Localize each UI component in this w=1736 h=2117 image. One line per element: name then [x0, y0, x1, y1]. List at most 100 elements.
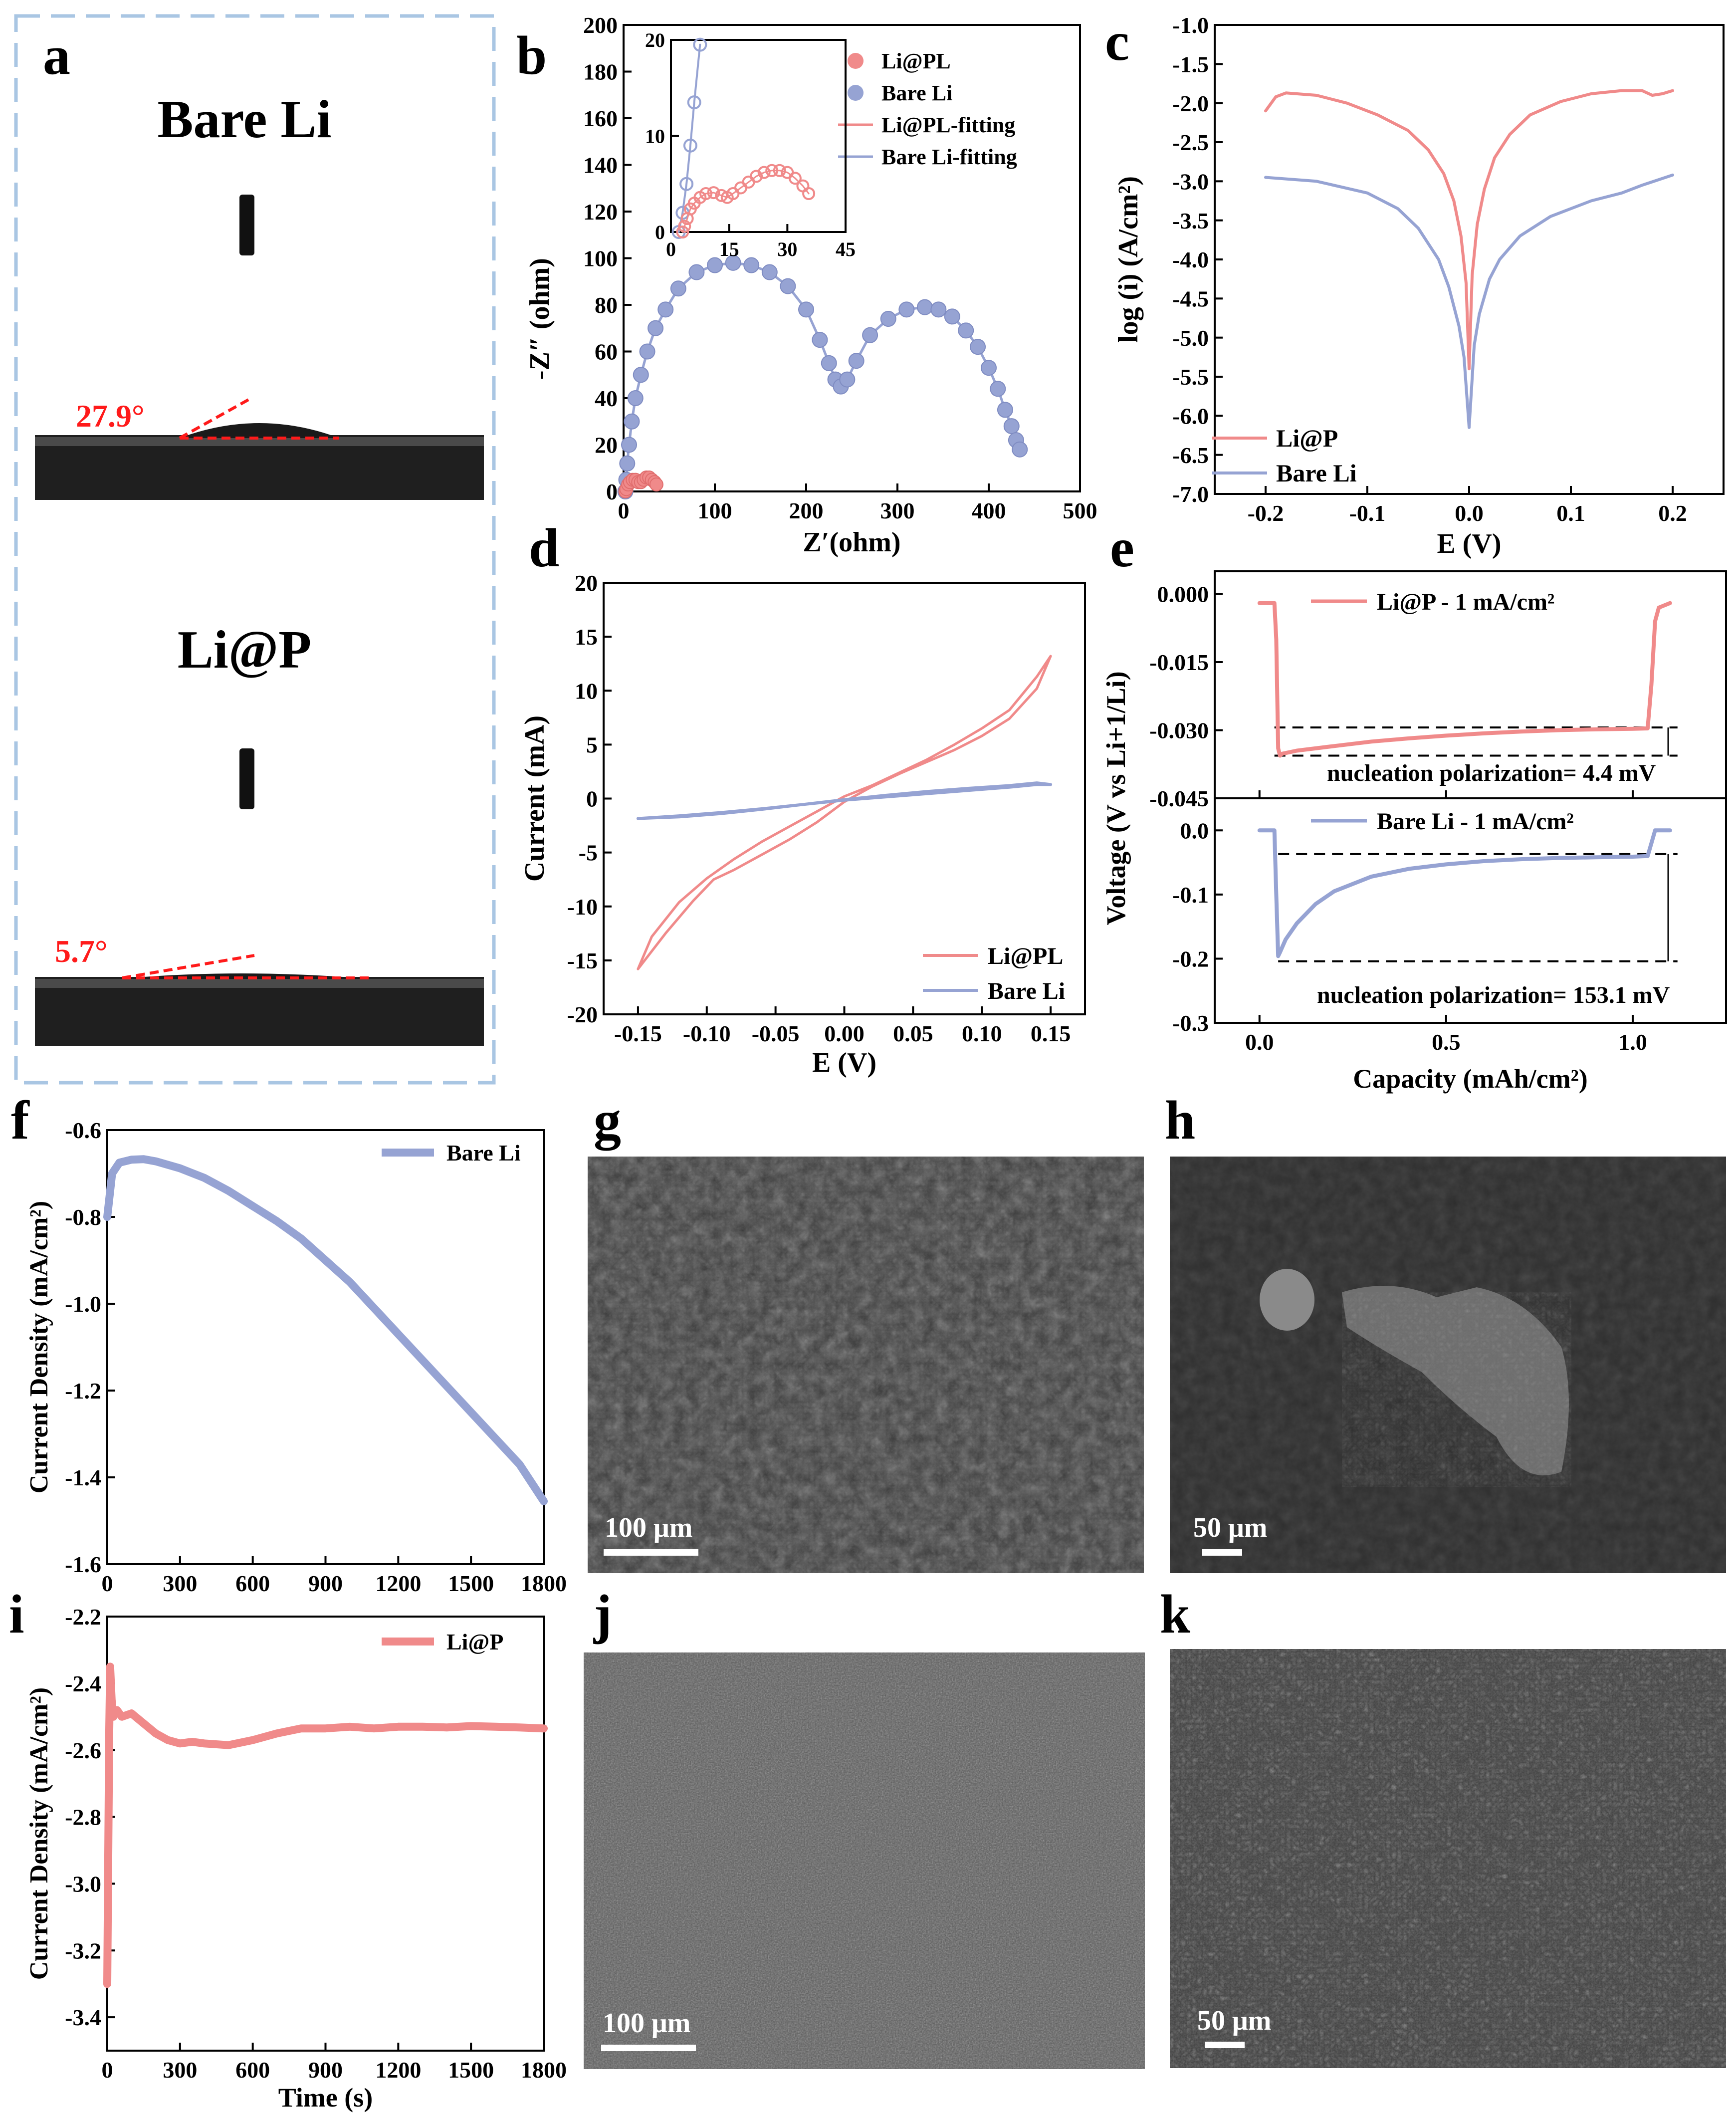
chart-i-ylabel: Current Density (mA/cm²)	[25, 1687, 53, 1980]
chart-c-ytick-label: -7.0	[1172, 481, 1209, 507]
chart-c-xtick-label: 0.2	[1658, 500, 1687, 526]
chart-d-xtick-label: -0.15	[614, 1021, 662, 1046]
chart-b-ytick-label: 180	[583, 59, 618, 85]
chart-f-xtick-label: 600	[235, 1571, 270, 1596]
chart-d-legend-label: Li@PL	[988, 943, 1063, 969]
lip-substrate	[35, 977, 484, 1046]
chart-b-bare-point	[848, 353, 865, 369]
chart-f-ytick-label: -1.4	[65, 1465, 101, 1490]
chart-d-ytick-label: -15	[567, 948, 598, 973]
chart-c-tafel: -0.2 -0.1 0.0 0.1 0.2 -1.0 -1.5 -2.0 -2.5 -3.0 -3.…	[1113, 12, 1725, 559]
chart-b-inset-lip-point	[707, 186, 720, 200]
panel-label-g: g	[594, 1090, 621, 1151]
chart-e-top-lip-line	[1257, 601, 1672, 758]
chart-d-xtick-label: 0.15	[1031, 1021, 1071, 1046]
sem-h: 50 μm	[1170, 1157, 1726, 1573]
chart-c-ytick-label: -1.0	[1172, 12, 1209, 38]
chart-i-xtick-label: 900	[308, 2057, 343, 2083]
chart-b-ytick-label: 120	[583, 199, 618, 225]
panel-label-j: j	[593, 1584, 612, 1645]
chart-b-inset-lip-point	[750, 170, 763, 183]
chart-e-top-ytick-label: -0.015	[1149, 650, 1209, 675]
chart-b-bare-point	[798, 301, 814, 318]
panel-label-i: i	[9, 1584, 24, 1645]
chart-e-top-annotation: nucleation polarization= 4.4 mV	[1327, 760, 1656, 786]
chart-b-inset-lip-point	[676, 226, 689, 238]
chart-c-ytick-label: -2.5	[1172, 130, 1209, 155]
chart-b-bare-point	[958, 322, 974, 339]
bare-li-title: Bare Li	[158, 90, 332, 149]
chart-f-xtick-label: 1200	[375, 1571, 421, 1596]
chart-i-xtick-label: 1800	[521, 2057, 567, 2083]
chart-i-xtick-label: 1200	[375, 2057, 421, 2083]
chart-b-inset-lip-point	[765, 164, 779, 177]
chart-b-ylabel: -Z″ (ohm)	[524, 258, 555, 380]
chart-f-axes-frame	[106, 1129, 545, 1565]
chart-b-inset-lip-point	[699, 187, 712, 200]
chart-i-axes-frame	[106, 1616, 545, 2052]
chart-b-bare-point	[688, 264, 705, 280]
chart-i-lip-line	[103, 1662, 548, 1988]
chart-e-bottom-bare-line	[1257, 828, 1672, 958]
sem-j-scale-label: 100 μm	[603, 2008, 690, 2039]
chart-i-legend-label: Li@P	[446, 1629, 503, 1654]
chart-c-xtick-label: -0.1	[1349, 500, 1386, 526]
chart-b-ytick-label: 40	[595, 386, 618, 411]
chart-c-ytick-label: -6.5	[1172, 443, 1209, 468]
chart-b-inset-ytick-label: 10	[645, 125, 665, 148]
chart-e-bottom-axes-frame	[1214, 797, 1727, 1024]
chart-e-bottom-xtick-label: 0.0	[1245, 1029, 1274, 1055]
panel-label-b: b	[516, 25, 547, 86]
chart-c-legend-label: Bare Li	[1276, 459, 1357, 487]
chart-b-inset-lip-point	[788, 172, 802, 185]
chart-d-xtick-label: -0.10	[683, 1021, 731, 1046]
chart-c-xtick-label: -0.2	[1248, 500, 1284, 526]
chart-f-ytick-label: -1.0	[65, 1291, 101, 1317]
chart-b-bare-point	[970, 339, 986, 355]
chart-i-xlabel: Time (s)	[278, 2083, 373, 2113]
chart-c-ytick-label: -2.0	[1172, 91, 1209, 116]
chart-b-bare-point	[1012, 441, 1028, 458]
chart-b-bare-point	[944, 308, 960, 325]
chart-d-legend-label: Bare Li	[988, 978, 1065, 1004]
chart-b-bare-point	[670, 280, 686, 297]
chart-b-bare-point	[821, 355, 837, 371]
chart-c-ytick-label: -3.0	[1172, 169, 1209, 194]
chart-b-bare-point	[657, 301, 674, 318]
chart-c-ytick-label: -4.5	[1172, 286, 1209, 311]
chart-i-ytick-label: -2.2	[65, 1604, 101, 1630]
chart-d-cv: -0.15 -0.10 -0.05 0.00 0.05 0.10 0.15 -20 -15 -10…	[519, 570, 1086, 1078]
chart-e-top-ytick-label: -0.045	[1149, 786, 1209, 811]
chart-d-ytick-label: 15	[575, 624, 598, 650]
chart-b-legend-label: Li@PL-fitting	[881, 113, 1015, 137]
chart-e-bottom-xtick-label: 0.5	[1432, 1029, 1461, 1055]
chart-d-ylabel: Current (mA)	[519, 715, 550, 882]
chart-b-bare-point	[812, 332, 828, 348]
sem-h-particle	[1260, 1269, 1314, 1331]
chart-b-bare-point	[930, 301, 947, 318]
chart-i-xtick-label: 600	[235, 2057, 270, 2083]
panel-label-d: d	[529, 517, 559, 578]
sem-j: 100 μm	[584, 1652, 1145, 2069]
chart-b-eis: 0 100 200 300 400 500020406080100120140160180…	[524, 12, 1097, 558]
chart-b-inset-ytick-label: 20	[645, 29, 665, 51]
lip-droplet-needle	[239, 748, 254, 809]
chart-c-ylabel: log (i) (A/cm²)	[1113, 176, 1144, 343]
chart-b-bare-fitting-line	[624, 261, 1021, 493]
chart-c-legend-label: Li@P	[1276, 424, 1338, 452]
chart-f-bare-li-ca: 0 300 600 900 1200 1500 1800 -0.6 -0.8 -1.0 -1.2 -1…	[25, 1118, 567, 1596]
sem-j-scale-bar	[601, 2045, 696, 2051]
chart-b-bare-point	[624, 413, 640, 430]
panel-a-frame	[14, 14, 496, 1085]
chart-b-bare-point	[990, 381, 1006, 397]
chart-d-xlabel: E (V)	[812, 1047, 876, 1078]
chart-f-ytick-label: -0.6	[65, 1118, 101, 1143]
chart-c-ytick-label: -4.0	[1172, 247, 1209, 272]
chart-c-ytick-label: -3.5	[1172, 208, 1209, 234]
chart-i-ytick-label: -2.6	[65, 1738, 101, 1763]
chart-i-ytick-label: -2.8	[65, 1805, 101, 1830]
chart-i-ytick-label: -3.0	[65, 1871, 101, 1896]
chart-c-lip-line	[1264, 89, 1674, 371]
chart-b-inset-lip-point	[773, 164, 786, 177]
